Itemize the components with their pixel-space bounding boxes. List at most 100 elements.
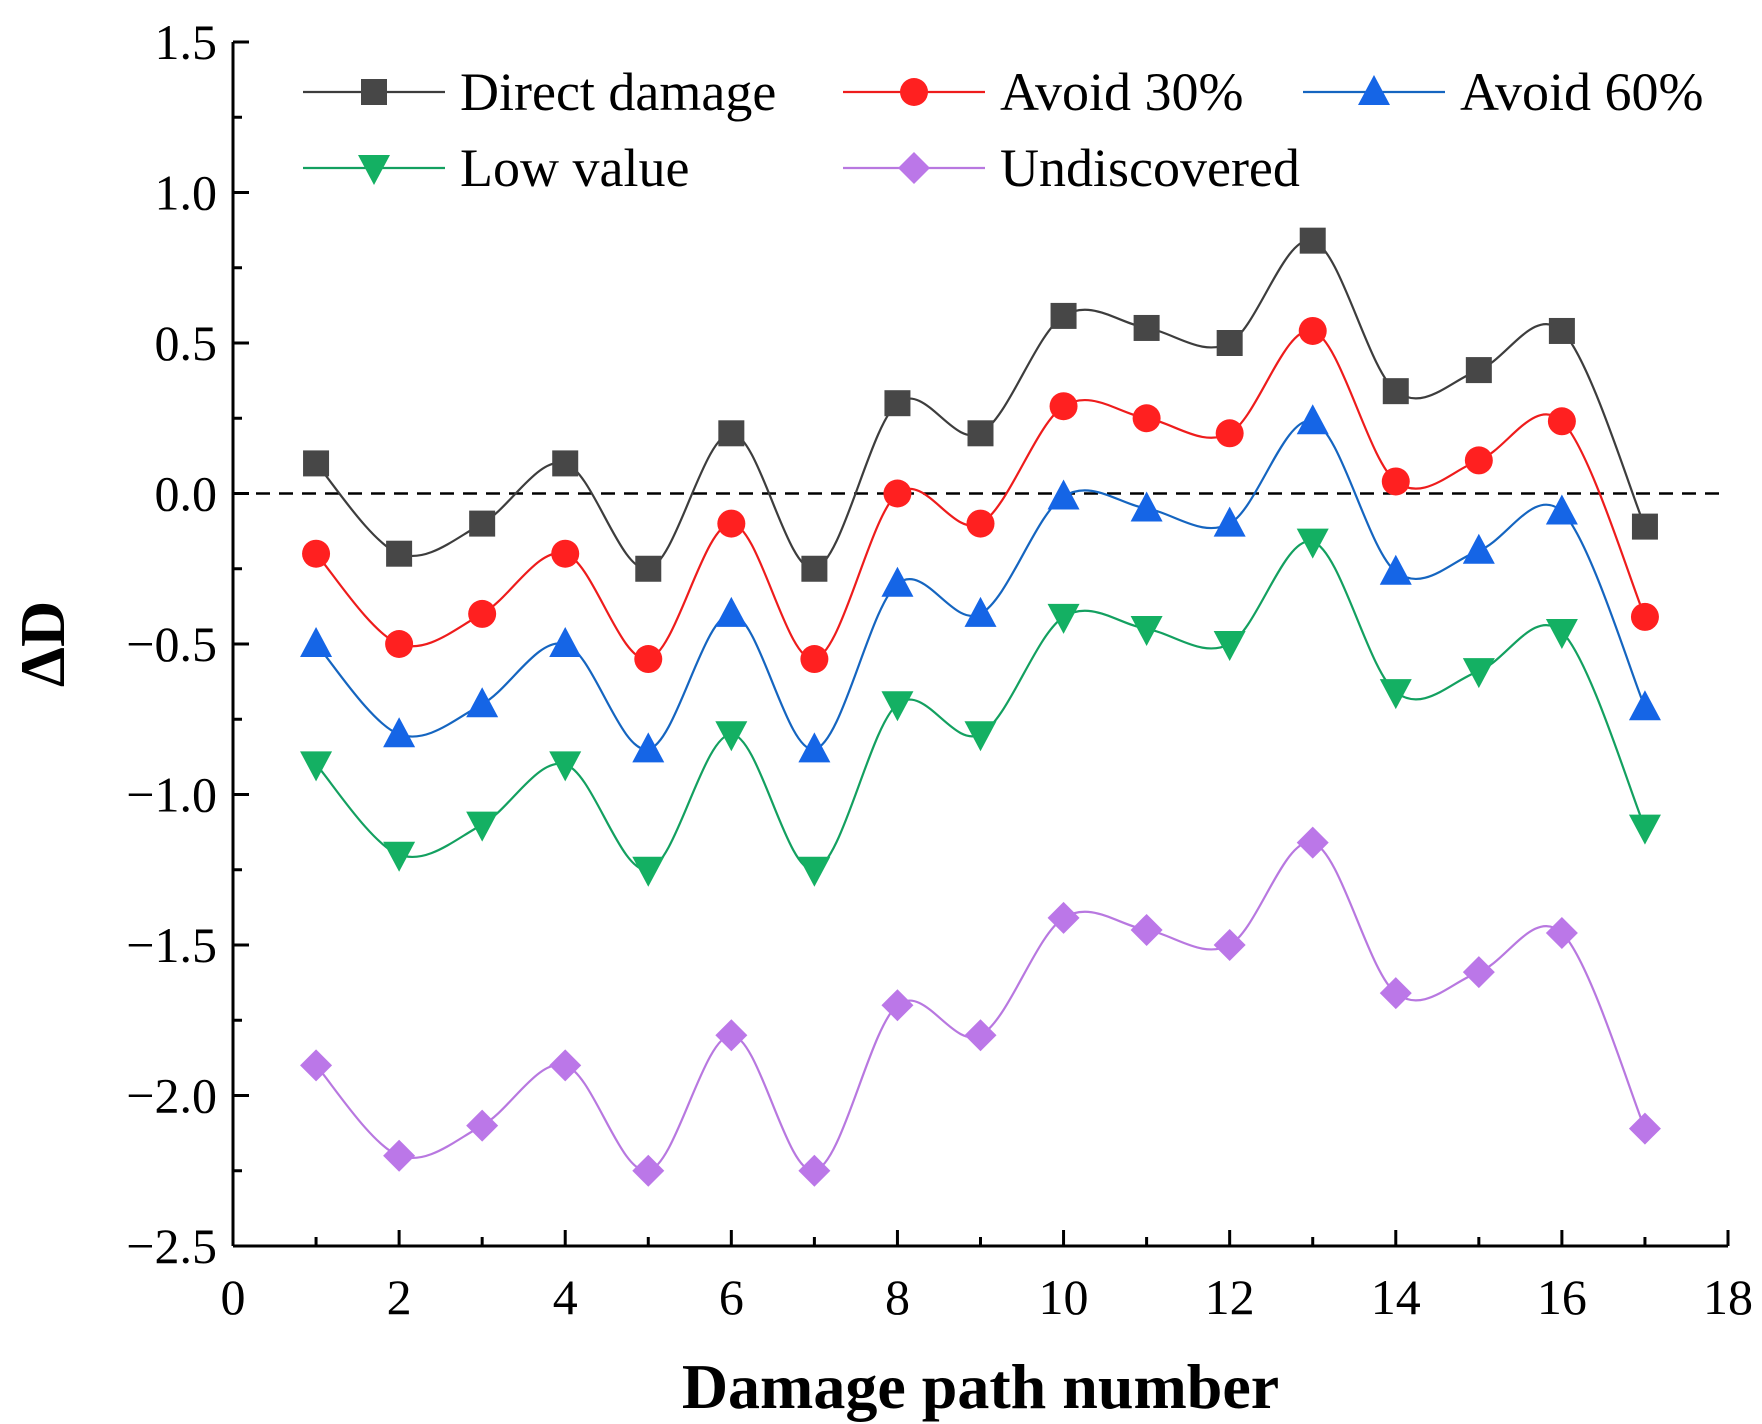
data-point-low-value xyxy=(964,721,997,752)
data-point-low-value xyxy=(383,841,416,872)
data-point-undiscovered xyxy=(964,1019,997,1052)
data-point-undiscovered xyxy=(881,989,914,1022)
x-tick-label: 2 xyxy=(387,1269,412,1325)
data-point-direct-damage xyxy=(303,450,330,477)
x-tick-label: 18 xyxy=(1703,1269,1753,1325)
data-point-avoid-30 xyxy=(717,509,746,538)
data-point-direct-damage xyxy=(718,420,745,447)
data-point-avoid-60 xyxy=(1047,479,1080,510)
data-point-undiscovered xyxy=(632,1154,665,1187)
y-tick-label: −2.0 xyxy=(126,1068,217,1124)
data-point-low-value xyxy=(715,721,748,752)
series-avoid-30 xyxy=(302,316,1659,674)
data-point-avoid-60 xyxy=(1628,690,1661,721)
data-point-avoid-30 xyxy=(883,479,912,508)
data-point-low-value xyxy=(1379,679,1412,710)
x-tick-label: 10 xyxy=(1039,1269,1089,1325)
data-point-low-value xyxy=(1462,658,1495,689)
data-point-direct-damage xyxy=(1631,513,1658,540)
data-point-avoid-30 xyxy=(468,599,497,628)
data-point-avoid-60 xyxy=(1545,494,1578,525)
x-tick-label: 6 xyxy=(719,1269,744,1325)
data-point-low-value xyxy=(1213,631,1246,661)
data-point-avoid-30 xyxy=(1132,404,1161,433)
x-tick-label: 8 xyxy=(885,1269,910,1325)
data-point-low-value xyxy=(1296,528,1329,559)
y-tick-label: −2.5 xyxy=(126,1218,217,1274)
series-undiscovered xyxy=(300,826,1661,1187)
data-point-avoid-60 xyxy=(964,596,997,627)
data-point-undiscovered xyxy=(1213,929,1246,961)
legend-marker-low-value xyxy=(358,155,390,185)
legend-marker-avoid-60 xyxy=(1358,75,1390,105)
legend-item-avoid-30: Avoid 30% xyxy=(843,62,1243,122)
data-point-avoid-60 xyxy=(466,687,499,718)
data-point-direct-damage xyxy=(1133,314,1160,341)
axes: −2.5 −2.0 −1.5 −1.0 −0.5 0.0 0.5 1.0 1.5 0 2 4 6 8 10 1… xyxy=(126,14,1753,1325)
data-point-low-value xyxy=(632,856,665,887)
data-point-low-value xyxy=(798,856,831,887)
data-point-avoid-60 xyxy=(383,717,416,748)
legend-label-avoid-30: Avoid 30% xyxy=(1000,62,1243,122)
data-point-avoid-60 xyxy=(798,732,831,763)
legend-marker-avoid-30 xyxy=(900,78,928,106)
legend-item-direct-damage: Direct damage xyxy=(303,62,776,122)
series-layer xyxy=(300,227,1661,1187)
y-tick-label: 1.5 xyxy=(155,14,218,70)
data-point-avoid-30 xyxy=(1298,316,1327,345)
legend-marker-direct-damage xyxy=(361,79,387,105)
data-point-avoid-60 xyxy=(881,566,914,597)
x-axis-title: Damage path number xyxy=(682,1351,1279,1422)
legend: Direct damage Avoid 30% Avoid 60% Low value… xyxy=(303,62,1703,198)
data-point-low-value xyxy=(466,811,499,842)
data-point-direct-damage xyxy=(635,555,662,582)
data-point-avoid-60 xyxy=(715,596,748,627)
series-direct-damage xyxy=(303,227,1658,582)
data-point-avoid-30 xyxy=(800,645,829,674)
legend-label-undiscovered: Undiscovered xyxy=(1000,138,1300,198)
data-point-direct-damage xyxy=(1465,357,1492,384)
data-point-undiscovered xyxy=(383,1139,416,1172)
data-point-avoid-30 xyxy=(1464,446,1493,475)
data-point-avoid-30 xyxy=(1630,602,1659,631)
data-point-direct-damage xyxy=(1382,378,1409,405)
x-tick-label: 16 xyxy=(1537,1269,1587,1325)
data-point-undiscovered xyxy=(300,1049,333,1082)
data-point-low-value xyxy=(881,691,914,722)
series-line-low-value xyxy=(315,540,1646,871)
data-point-avoid-60 xyxy=(1462,533,1495,564)
data-point-avoid-30 xyxy=(551,539,580,568)
y-tick-label: −0.5 xyxy=(126,616,217,672)
x-tick-label: 12 xyxy=(1205,1269,1255,1325)
data-point-avoid-60 xyxy=(1296,404,1329,435)
data-point-direct-damage xyxy=(386,540,413,567)
data-point-undiscovered xyxy=(1296,826,1329,859)
data-point-avoid-60 xyxy=(1130,491,1163,522)
data-point-undiscovered xyxy=(798,1154,831,1187)
x-tick-label: 4 xyxy=(553,1269,578,1325)
data-point-low-value xyxy=(1545,618,1578,649)
data-point-low-value xyxy=(300,751,333,782)
data-point-undiscovered xyxy=(1545,916,1578,949)
data-point-avoid-30 xyxy=(385,630,414,658)
data-point-direct-damage xyxy=(801,555,828,582)
data-point-direct-damage xyxy=(552,450,579,477)
data-point-undiscovered xyxy=(1130,913,1163,946)
data-point-avoid-30 xyxy=(1381,467,1410,496)
series-line-undiscovered xyxy=(315,841,1646,1172)
data-point-undiscovered xyxy=(1047,901,1080,934)
data-point-low-value xyxy=(1130,615,1163,646)
data-point-avoid-30 xyxy=(302,539,331,568)
data-point-direct-damage xyxy=(1548,317,1575,344)
data-point-undiscovered xyxy=(715,1019,748,1052)
data-point-undiscovered xyxy=(549,1049,582,1082)
y-tick-label: 0.5 xyxy=(155,315,218,371)
data-point-avoid-30 xyxy=(1547,407,1576,436)
y-tick-label: −1.0 xyxy=(126,767,217,823)
data-point-avoid-60 xyxy=(1213,506,1246,537)
data-point-avoid-30 xyxy=(1049,392,1078,421)
data-point-undiscovered xyxy=(466,1109,499,1142)
data-point-direct-damage xyxy=(1216,330,1243,356)
